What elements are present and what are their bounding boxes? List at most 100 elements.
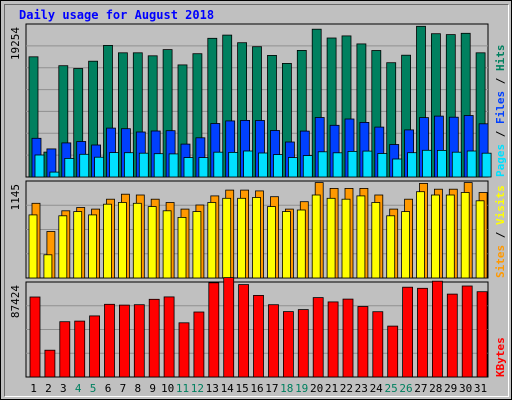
bar-sites-day-19 xyxy=(296,209,306,279)
bar-kbytes-day-2 xyxy=(44,349,56,378)
bar-kbytes-day-29 xyxy=(446,293,458,378)
panel-2-legend: Sites / Visits xyxy=(494,185,507,278)
x-tick-label: 7 xyxy=(120,382,127,395)
x-tick-label: 15 xyxy=(235,382,248,395)
x-tick-label: 29 xyxy=(444,382,457,395)
x-tick-label: 9 xyxy=(149,382,156,395)
bar-kbytes-day-7 xyxy=(119,304,130,378)
bar-kbytes-day-6 xyxy=(104,303,115,378)
bar-sites-day-26 xyxy=(401,211,411,279)
bar-pages-day-26 xyxy=(407,152,418,178)
x-tick-label: 10 xyxy=(161,382,174,395)
panel-3-legend: KBytes xyxy=(494,337,507,377)
x-tick-label: 26 xyxy=(399,382,412,395)
bar-pages-day-13 xyxy=(213,151,224,178)
panel-3: 87424 KBytes xyxy=(9,277,507,378)
bar-pages-day-31 xyxy=(481,152,492,178)
x-tick-label: 13 xyxy=(206,382,219,395)
panel-2-max-label: 1145 xyxy=(9,184,22,211)
panel-1-max-label: 19254 xyxy=(9,27,22,60)
bar-sites-day-21 xyxy=(326,197,336,279)
bar-kbytes-day-25 xyxy=(387,325,399,378)
bar-sites-day-9 xyxy=(147,206,157,279)
x-tick-label: 31 xyxy=(474,382,487,395)
bar-sites-day-22 xyxy=(341,198,351,279)
legend-item-sites: Sites xyxy=(494,245,507,278)
x-tick-label: 16 xyxy=(250,382,263,395)
x-tick-label: 6 xyxy=(105,382,112,395)
bar-pages-day-28 xyxy=(436,149,447,178)
bar-pages-day-4 xyxy=(79,153,90,178)
bar-pages-day-3 xyxy=(64,157,75,178)
bar-kbytes-day-23 xyxy=(357,306,369,378)
x-tick-label: 21 xyxy=(325,382,338,395)
x-tick-label: 19 xyxy=(295,382,308,395)
bar-sites-day-6 xyxy=(103,203,112,279)
bar-kbytes-day-10 xyxy=(163,296,175,378)
legend-item-hits: Hits xyxy=(494,45,507,72)
bar-kbytes-day-13 xyxy=(208,282,220,378)
bar-pages-day-25 xyxy=(392,158,403,178)
x-tick-label: 18 xyxy=(280,382,293,395)
series-pages xyxy=(34,149,492,178)
bar-sites-day-24 xyxy=(371,202,381,279)
bar-pages-day-8 xyxy=(138,152,149,178)
bar-sites-day-7 xyxy=(118,202,127,279)
bar-sites-day-29 xyxy=(445,194,455,279)
bar-sites-day-30 xyxy=(460,192,470,279)
bar-kbytes-day-1 xyxy=(29,296,41,378)
x-tick-label: 25 xyxy=(384,382,397,395)
legend-separator: / xyxy=(494,71,507,91)
bar-pages-day-19 xyxy=(302,155,313,178)
x-tick-label: 24 xyxy=(370,382,384,395)
bar-pages-day-21 xyxy=(332,152,343,178)
bar-sites-day-20 xyxy=(311,194,321,279)
bar-pages-day-11 xyxy=(183,157,194,178)
bar-sites-day-17 xyxy=(267,206,276,279)
bar-sites-day-4 xyxy=(73,211,83,279)
legend-item-files: Files xyxy=(494,91,507,124)
panel-1-legend: Pages / Files / Hits xyxy=(494,45,507,178)
bar-sites-day-23 xyxy=(356,195,366,279)
bar-pages-day-5 xyxy=(94,156,104,178)
panel-1: 19254 Pages / Files / Hits xyxy=(9,23,507,178)
bar-kbytes-day-31 xyxy=(476,291,488,378)
bar-sites-day-10 xyxy=(162,210,172,279)
x-tick-label: 17 xyxy=(265,382,278,395)
bar-sites-day-27 xyxy=(416,191,425,279)
bar-sites-day-3 xyxy=(58,215,68,279)
bar-pages-day-27 xyxy=(422,149,432,178)
bar-pages-day-23 xyxy=(362,150,373,178)
bar-kbytes-day-22 xyxy=(342,298,354,378)
bar-sites-day-8 xyxy=(132,202,142,279)
legend-item-visits: Visits xyxy=(494,185,507,225)
bar-pages-day-6 xyxy=(109,152,119,178)
bar-kbytes-day-8 xyxy=(133,304,145,378)
x-tick-label: 12 xyxy=(191,382,204,395)
bar-kbytes-day-17 xyxy=(268,304,279,378)
bar-pages-day-18 xyxy=(287,157,298,178)
bar-pages-day-20 xyxy=(317,151,328,178)
x-tick-label: 11 xyxy=(176,382,189,395)
bar-kbytes-day-12 xyxy=(193,311,205,378)
legend-item-kbytes: KBytes xyxy=(494,337,507,377)
bar-pages-day-9 xyxy=(153,153,164,178)
x-tick-label: 23 xyxy=(355,382,368,395)
bar-pages-day-1 xyxy=(34,154,45,178)
x-tick-label: 27 xyxy=(414,382,427,395)
bar-sites-day-5 xyxy=(88,214,97,279)
bar-sites-day-18 xyxy=(281,211,291,279)
bar-kbytes-day-4 xyxy=(74,320,86,378)
series-hits xyxy=(28,25,486,178)
bar-sites-day-25 xyxy=(386,215,396,279)
bar-kbytes-day-9 xyxy=(148,298,160,378)
bar-pages-day-15 xyxy=(243,150,254,178)
bar-pages-day-24 xyxy=(377,153,388,178)
bar-kbytes-day-15 xyxy=(238,284,250,378)
x-tick-label: 2 xyxy=(45,382,52,395)
bar-kbytes-day-24 xyxy=(372,311,384,378)
x-tick-label: 28 xyxy=(429,382,442,395)
bar-kbytes-day-18 xyxy=(282,311,294,378)
panel-3-max-label: 87424 xyxy=(9,285,22,318)
